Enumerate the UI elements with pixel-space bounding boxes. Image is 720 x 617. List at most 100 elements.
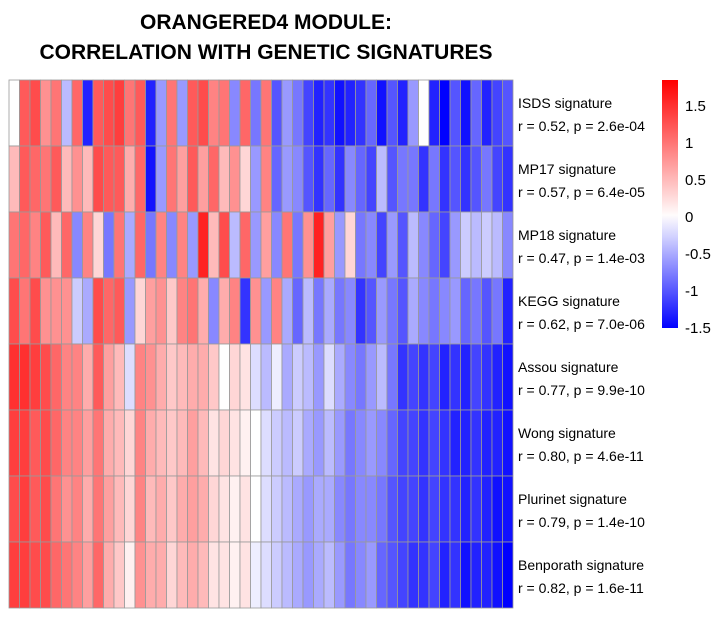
heatmap-cell <box>145 79 157 147</box>
heatmap-cell <box>460 541 472 609</box>
heatmap-cell <box>355 409 367 477</box>
heatmap-cell <box>103 145 115 213</box>
heatmap-cell <box>103 541 115 609</box>
heatmap-cell <box>365 145 377 213</box>
heatmap-cell <box>145 409 157 477</box>
heatmap-cell <box>292 145 304 213</box>
heatmap-cell <box>61 409 73 477</box>
heatmap-cell <box>229 541 241 609</box>
heatmap-cell <box>470 211 482 279</box>
heatmap-cell <box>502 277 514 345</box>
heatmap-cell <box>134 541 146 609</box>
heatmap-cell <box>71 79 83 147</box>
heatmap-cell <box>113 277 125 345</box>
heatmap-cell <box>176 211 188 279</box>
colorbar-tick-label: -0.5 <box>685 246 711 263</box>
heatmap-cell <box>407 79 419 147</box>
heatmap-cell <box>386 145 398 213</box>
heatmap-cell <box>166 79 178 147</box>
heatmap-cell <box>103 79 115 147</box>
heatmap-cell <box>302 409 314 477</box>
heatmap-cell <box>8 277 20 345</box>
heatmap-cell <box>439 79 451 147</box>
heatmap-cell <box>470 79 482 147</box>
heatmap-cell <box>323 343 335 411</box>
heatmap-cell <box>439 145 451 213</box>
heatmap-cell <box>365 79 377 147</box>
heatmap-cell <box>103 277 115 345</box>
heatmap-cell <box>229 211 241 279</box>
heatmap-cell <box>260 79 272 147</box>
heatmap-cell <box>92 409 104 477</box>
heatmap-cell <box>92 79 104 147</box>
colorbar-tick-label: 1.5 <box>685 98 706 115</box>
heatmap-cell <box>145 475 157 543</box>
heatmap-cell <box>134 79 146 147</box>
heatmap-cell <box>176 475 188 543</box>
heatmap-cell <box>197 541 209 609</box>
heatmap-cell <box>82 79 94 147</box>
heatmap-cell <box>502 211 514 279</box>
heatmap-cell <box>71 343 83 411</box>
heatmap-cell <box>491 475 503 543</box>
row-label: ISDS signature <box>518 95 612 111</box>
heatmap-cell <box>92 343 104 411</box>
heatmap-cell <box>155 343 167 411</box>
row-label: Benporath signature <box>518 557 644 573</box>
heatmap-cell <box>208 343 220 411</box>
heatmap-cell <box>50 343 62 411</box>
heatmap-cell <box>229 79 241 147</box>
heatmap-cell <box>218 277 230 345</box>
heatmap-cell <box>313 343 325 411</box>
heatmap-cell <box>460 343 472 411</box>
row-stat: r = 0.77, p = 9.9e-10 <box>518 382 645 398</box>
heatmap-cell <box>19 343 31 411</box>
heatmap-cell <box>460 211 472 279</box>
heatmap-cell <box>502 79 514 147</box>
heatmap-cell <box>71 277 83 345</box>
heatmap-cell <box>155 475 167 543</box>
heatmap-cell <box>271 475 283 543</box>
heatmap-cell <box>187 145 199 213</box>
heatmap-cell <box>113 343 125 411</box>
heatmap-cell <box>386 475 398 543</box>
heatmap-cell <box>71 211 83 279</box>
heatmap-cell <box>61 145 73 213</box>
heatmap-cell <box>113 145 125 213</box>
heatmap-cell <box>449 79 461 147</box>
heatmap-cell <box>239 541 251 609</box>
heatmap-cell <box>197 145 209 213</box>
heatmap-cell <box>103 409 115 477</box>
heatmap-cell <box>134 145 146 213</box>
heatmap-cell <box>428 409 440 477</box>
heatmap-cell <box>481 277 493 345</box>
heatmap-cell <box>239 409 251 477</box>
heatmap-cell <box>208 541 220 609</box>
heatmap-cell <box>376 541 388 609</box>
heatmap-cell <box>365 409 377 477</box>
heatmap-cell <box>502 541 514 609</box>
heatmap-cell <box>166 541 178 609</box>
heatmap-cell <box>344 409 356 477</box>
heatmap-cell <box>313 409 325 477</box>
heatmap-cell <box>439 541 451 609</box>
heatmap-cell <box>187 79 199 147</box>
row-label: MP17 signature <box>518 161 616 177</box>
heatmap-cell <box>145 277 157 345</box>
heatmap-cell <box>449 211 461 279</box>
heatmap-cell <box>502 343 514 411</box>
heatmap-cell <box>29 145 41 213</box>
heatmap-cell <box>103 475 115 543</box>
heatmap-cell <box>260 541 272 609</box>
heatmap-cells <box>8 79 514 609</box>
heatmap-cell <box>407 409 419 477</box>
heatmap-cell <box>40 409 52 477</box>
heatmap-cell <box>29 541 41 609</box>
heatmap-cell <box>260 277 272 345</box>
heatmap-cell <box>439 409 451 477</box>
heatmap-cell <box>302 211 314 279</box>
heatmap-cell <box>260 475 272 543</box>
heatmap-cell <box>124 475 136 543</box>
heatmap-cell <box>61 79 73 147</box>
